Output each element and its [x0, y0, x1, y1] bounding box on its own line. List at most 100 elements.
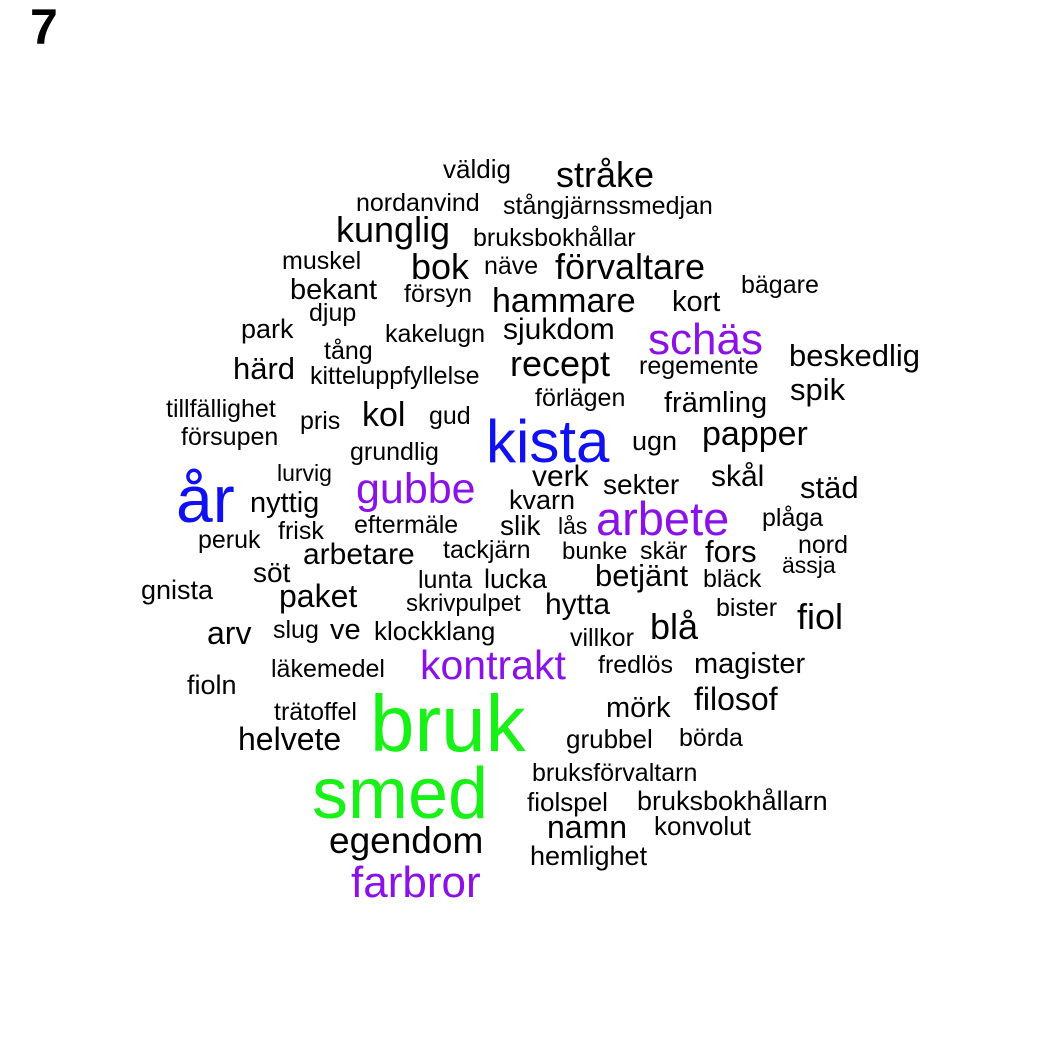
word-djup: djup [309, 299, 357, 327]
word-recept: recept [510, 343, 611, 384]
word-plåga: plåga [762, 504, 824, 532]
word-fioln: fioln [187, 670, 237, 700]
word-arbetare: arbetare [303, 538, 415, 571]
word-nord: nord [798, 531, 849, 559]
word-namn: namn [547, 809, 628, 845]
word-väldig: väldig [443, 154, 511, 184]
word-skär: skär [640, 537, 688, 565]
word-kort: kort [672, 286, 721, 318]
word-betjänt: betjänt [595, 558, 689, 593]
word-kontrakt: kontrakt [420, 642, 566, 688]
word-hammare: hammare [492, 282, 636, 320]
word-skrivpulpet: skrivpulpet [406, 590, 521, 617]
word-försyn: försyn [404, 280, 473, 308]
word-bekant: bekant [290, 274, 378, 306]
word-paket: paket [279, 578, 358, 614]
word-villkor: villkor [570, 624, 634, 652]
word-kitteluppfyllelse: kitteluppfyllelse [310, 362, 480, 390]
word-peruk: peruk [198, 526, 261, 554]
word-frisk: frisk [278, 517, 324, 545]
word-bruksbokhållarn: bruksbokhållarn [637, 786, 828, 816]
word-spik: spik [790, 372, 846, 407]
word-lunta: lunta [418, 566, 473, 594]
word-nyttig: nyttig [250, 487, 320, 519]
word-städ: städ [800, 470, 859, 505]
word-papper: papper [702, 415, 808, 453]
word-tillfällighet: tillfällighet [166, 395, 276, 423]
word-gud: gud [429, 402, 471, 430]
word-grubbel: grubbel [566, 724, 653, 754]
word-ugn: ugn [632, 426, 678, 456]
word-nordanvind: nordanvind [356, 189, 480, 217]
word-kakelugn: kakelugn [385, 320, 486, 348]
word-farbror: farbror [351, 858, 481, 907]
word-grundlig: grundlig [350, 438, 439, 466]
word-bruk: bruk [370, 679, 526, 768]
word-lucka: lucka [484, 564, 548, 594]
word-arv: arv [207, 615, 252, 651]
word-börda: börda [679, 724, 743, 752]
word-konvolut: konvolut [654, 811, 751, 841]
word-bunke: bunke [562, 538, 628, 565]
word-ässja: ässja [782, 552, 836, 578]
word-stråke: stråke [556, 154, 655, 195]
word-bläck: bläck [703, 565, 762, 593]
word-fredlös: fredlös [598, 651, 674, 679]
word-arbete: arbete [596, 492, 730, 545]
panel-label: 7 [30, 0, 58, 55]
word-bister: bister [716, 594, 778, 622]
word-näve: näve [484, 252, 539, 280]
word-ve: ve [330, 614, 361, 646]
word-förvaltare: förvaltare [555, 246, 706, 287]
word-klockklang: klockklang [374, 616, 496, 646]
word-förlägen: förlägen [535, 384, 626, 412]
word-söt: söt [253, 557, 291, 588]
word-hytta: hytta [545, 588, 611, 621]
word-filosof: filosof [694, 681, 778, 717]
word-slik: slik [500, 510, 541, 541]
word-tång: tång [324, 337, 373, 365]
word-pris: pris [300, 407, 341, 435]
word-hemlighet: hemlighet [530, 841, 648, 871]
word-tackjärn: tackjärn [443, 536, 531, 564]
word-egendom: egendom [329, 820, 484, 861]
word-beskedlig: beskedlig [789, 338, 920, 373]
word-fors: fors [705, 534, 757, 569]
word-gnista: gnista [141, 575, 214, 605]
word-sekter: sekter [603, 469, 680, 500]
word-fiol: fiol [797, 596, 844, 637]
word-bok: bok [411, 246, 470, 287]
word-blå: blå [650, 606, 699, 647]
word-sjukdom: sjukdom [503, 313, 615, 346]
word-bägare: bägare [741, 271, 819, 299]
word-lås: lås [558, 513, 588, 539]
word-regemente: regemente [639, 352, 759, 380]
word-verk: verk [532, 460, 589, 493]
word-försupen: försupen [181, 423, 279, 451]
word-lurvig: lurvig [277, 460, 332, 486]
word-magister: magister [694, 648, 806, 680]
word-läkemedel: läkemedel [271, 655, 385, 683]
word-gubbe: gubbe [356, 465, 476, 513]
word-skål: skål [711, 460, 765, 493]
word-muskel: muskel [282, 247, 362, 275]
word-bruksbokhållar: bruksbokhållar [473, 224, 636, 252]
word-kvarn: kvarn [509, 485, 576, 515]
word-härd: härd [233, 351, 296, 386]
word-park: park [241, 314, 294, 344]
word-mörk: mörk [606, 692, 671, 724]
word-kista: kista [486, 408, 610, 475]
word-smed: smed [312, 754, 489, 834]
word-kol: kol [362, 396, 406, 434]
word-trätoffel: trätoffel [274, 698, 357, 726]
word-helvete: helvete [238, 721, 342, 757]
word-stångjärnssmedjan: stångjärnssmedjan [503, 192, 713, 220]
word-schäs: schäs [648, 315, 763, 364]
word-slug: slug [273, 616, 319, 644]
word-fiolspel: fiolspel [527, 787, 608, 817]
word-bruksförvaltarn: bruksförvaltarn [532, 759, 698, 787]
word-kunglig: kunglig [336, 209, 451, 250]
word-främling: främling [664, 387, 768, 419]
